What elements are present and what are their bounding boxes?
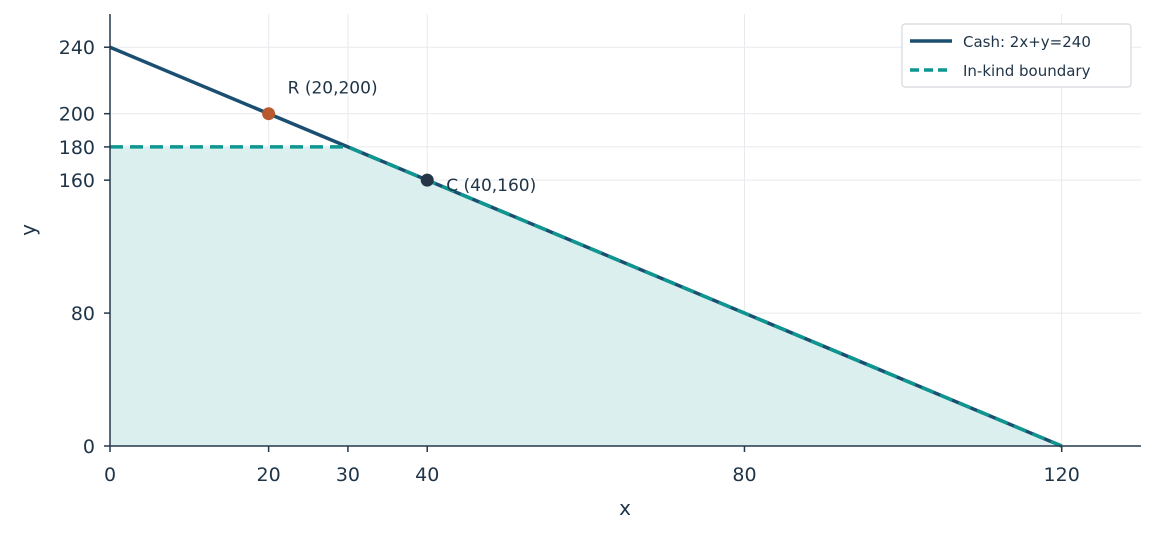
shaded-region <box>110 146 1062 446</box>
y-tick-label: 0 <box>83 436 95 458</box>
x-tick-label: 20 <box>257 464 281 486</box>
point-label-1: C (40,160) <box>446 176 536 196</box>
x-tick-label: 40 <box>415 464 439 486</box>
tick-labels: 0 20 30 40 80 120 0 80 160 180 200 240 <box>59 37 1080 486</box>
legend: Cash: 2x+y=240 In-kind boundary <box>901 23 1132 88</box>
legend-label-0: Cash: 2x+y=240 <box>963 33 1091 51</box>
x-tick-label: 0 <box>104 464 116 486</box>
y-tick-label: 200 <box>59 104 95 126</box>
point-marker-1 <box>420 173 434 187</box>
point-label-0: R (20,200) <box>288 79 378 99</box>
x-axis-title: x <box>619 496 631 520</box>
y-tick-label: 80 <box>71 303 95 325</box>
labeled-points: R (20,200) C (40,160) <box>262 79 536 196</box>
x-tick-label: 30 <box>336 464 360 486</box>
point-marker-0 <box>262 107 276 121</box>
x-tick-label: 80 <box>732 464 756 486</box>
y-tick-label: 160 <box>59 170 95 192</box>
feasible-region <box>110 146 1062 446</box>
legend-label-1: In-kind boundary <box>963 62 1091 80</box>
legend-box <box>901 23 1132 88</box>
x-tick-label: 120 <box>1044 464 1080 486</box>
y-tick-label: 240 <box>59 37 95 59</box>
y-tick-label: 180 <box>59 137 95 159</box>
y-axis-title: y <box>16 224 40 236</box>
